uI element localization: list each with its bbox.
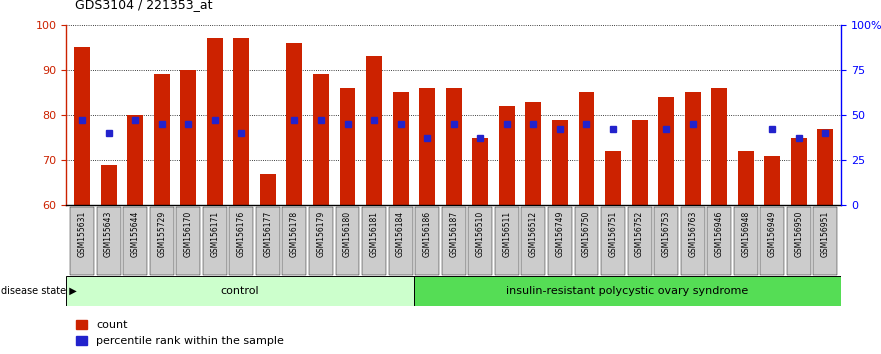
FancyBboxPatch shape [574, 207, 598, 275]
Bar [286, 43, 302, 205]
Bar [207, 38, 223, 205]
Bar [233, 38, 249, 205]
FancyBboxPatch shape [203, 207, 226, 275]
Text: GSM156186: GSM156186 [423, 211, 432, 257]
Bar [685, 92, 700, 205]
Bar [366, 56, 382, 205]
Text: GSM156946: GSM156946 [714, 211, 723, 257]
Text: GSM156949: GSM156949 [768, 211, 777, 257]
FancyBboxPatch shape [441, 207, 466, 275]
Bar [765, 156, 781, 205]
Text: GSM156753: GSM156753 [662, 211, 670, 257]
FancyBboxPatch shape [760, 207, 784, 275]
Text: disease state ▶: disease state ▶ [1, 286, 77, 296]
Text: GSM156171: GSM156171 [211, 211, 219, 257]
Text: GSM156750: GSM156750 [582, 211, 591, 257]
FancyBboxPatch shape [415, 207, 439, 275]
FancyBboxPatch shape [389, 207, 412, 275]
Bar [127, 115, 143, 205]
Bar [419, 88, 435, 205]
Text: GSM156751: GSM156751 [609, 211, 618, 257]
Bar [153, 74, 170, 205]
Bar [446, 88, 462, 205]
Bar [100, 165, 116, 205]
FancyBboxPatch shape [70, 207, 94, 275]
Text: GSM156752: GSM156752 [635, 211, 644, 257]
FancyBboxPatch shape [655, 207, 678, 275]
Bar [579, 92, 595, 205]
Text: insulin-resistant polycystic ovary syndrome: insulin-resistant polycystic ovary syndr… [507, 286, 749, 296]
Text: GSM155643: GSM155643 [104, 211, 113, 257]
FancyBboxPatch shape [627, 207, 652, 275]
FancyBboxPatch shape [255, 207, 280, 275]
Bar [66, 276, 413, 306]
Text: GSM156178: GSM156178 [290, 211, 299, 257]
Text: GSM155644: GSM155644 [130, 211, 139, 257]
FancyBboxPatch shape [309, 207, 333, 275]
Bar [711, 88, 727, 205]
Text: GSM156176: GSM156176 [237, 211, 246, 257]
FancyBboxPatch shape [362, 207, 386, 275]
Text: GSM156180: GSM156180 [343, 211, 352, 257]
Text: GSM156510: GSM156510 [476, 211, 485, 257]
Text: GSM156179: GSM156179 [316, 211, 325, 257]
Bar [74, 47, 90, 205]
Bar [658, 97, 674, 205]
FancyBboxPatch shape [548, 207, 572, 275]
Bar [472, 138, 488, 205]
FancyBboxPatch shape [176, 207, 200, 275]
Text: GSM156948: GSM156948 [741, 211, 751, 257]
Text: GSM156181: GSM156181 [369, 211, 379, 257]
FancyBboxPatch shape [283, 207, 307, 275]
Text: GSM156511: GSM156511 [502, 211, 511, 257]
FancyBboxPatch shape [681, 207, 705, 275]
Bar [313, 74, 329, 205]
FancyBboxPatch shape [97, 207, 121, 275]
Bar [632, 120, 648, 205]
FancyBboxPatch shape [522, 207, 545, 275]
FancyBboxPatch shape [123, 207, 147, 275]
Legend: count, percentile rank within the sample: count, percentile rank within the sample [71, 315, 288, 351]
Bar [737, 151, 754, 205]
Bar [605, 151, 621, 205]
FancyBboxPatch shape [150, 207, 174, 275]
Bar [181, 70, 196, 205]
FancyBboxPatch shape [229, 207, 253, 275]
FancyBboxPatch shape [469, 207, 492, 275]
Bar [552, 120, 568, 205]
Bar [413, 276, 841, 306]
Text: GSM156950: GSM156950 [795, 211, 803, 257]
Bar [791, 138, 807, 205]
Text: GSM155729: GSM155729 [157, 211, 167, 257]
Bar [525, 102, 541, 205]
Bar [818, 129, 833, 205]
Text: GDS3104 / 221353_at: GDS3104 / 221353_at [75, 0, 212, 11]
FancyBboxPatch shape [601, 207, 625, 275]
Text: GSM156187: GSM156187 [449, 211, 458, 257]
FancyBboxPatch shape [734, 207, 758, 275]
Text: GSM156170: GSM156170 [184, 211, 193, 257]
Text: control: control [220, 286, 259, 296]
FancyBboxPatch shape [495, 207, 519, 275]
Text: GSM156749: GSM156749 [555, 211, 565, 257]
FancyBboxPatch shape [787, 207, 811, 275]
Bar [393, 92, 409, 205]
FancyBboxPatch shape [336, 207, 359, 275]
Text: GSM156184: GSM156184 [396, 211, 405, 257]
Bar [499, 106, 515, 205]
FancyBboxPatch shape [813, 207, 837, 275]
Text: GSM156177: GSM156177 [263, 211, 272, 257]
Text: GSM155631: GSM155631 [78, 211, 86, 257]
Bar [339, 88, 355, 205]
Bar [260, 174, 276, 205]
FancyBboxPatch shape [707, 207, 731, 275]
Text: GSM156951: GSM156951 [821, 211, 830, 257]
Text: GSM156763: GSM156763 [688, 211, 697, 257]
Text: GSM156512: GSM156512 [529, 211, 538, 257]
